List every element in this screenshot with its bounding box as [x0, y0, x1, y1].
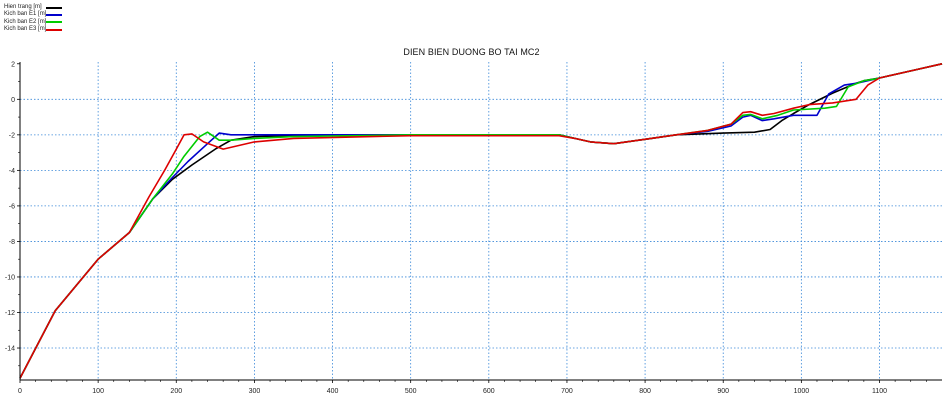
legend-swatch [46, 14, 62, 17]
legend-item-hien-trang: Hien trang [m] [4, 4, 62, 11]
x-tick-label: 600 [483, 388, 495, 395]
x-tick-label: 500 [405, 388, 417, 395]
chart-title: DIEN BIEN DUONG BO TAI MC2 [403, 47, 540, 57]
legend-swatch [46, 21, 62, 24]
y-tick-label: -8 [9, 239, 15, 246]
x-tick-label: 0 [18, 388, 22, 395]
legend-item-kich-ban-e3: Kich ban E3 [m] [4, 26, 62, 33]
chart-legend: Hien trang [m] Kich ban E1 [m] Kich ban … [4, 4, 62, 34]
y-tick-label: -12 [5, 310, 15, 317]
legend-item-kich-ban-e2: Kich ban E2 [m] [4, 19, 62, 26]
legend-label: Kich ban E2 [m] [4, 18, 47, 25]
x-tick-label: 100 [92, 388, 104, 395]
y-tick-label: -14 [5, 346, 15, 353]
series-lines [19, 63, 943, 379]
legend-label: Kich ban E3 [m] [4, 26, 47, 33]
x-tick-label: 800 [639, 388, 651, 395]
x-tick-label: 700 [561, 388, 573, 395]
legend-label: Hien trang [m] [4, 4, 42, 10]
x-tick-label: 400 [327, 388, 339, 395]
x-tick-label: 300 [249, 388, 261, 395]
legend-swatch [46, 28, 62, 31]
x-tick-label: 1000 [794, 388, 810, 395]
y-tick-label: -4 [9, 168, 15, 175]
legend-label: Kich ban E1 [m] [4, 11, 47, 18]
series-line-kich-ban-e2 [19, 63, 943, 379]
legend-item-kich-ban-e1: Kich ban E1 [m] [4, 11, 62, 18]
x-tick-label: 1100 [872, 388, 887, 395]
y-tick-label: -6 [9, 203, 15, 210]
y-tick-label: 0 [11, 97, 15, 104]
y-tick-label: -10 [5, 274, 15, 281]
y-tick-label: 2 [11, 61, 15, 68]
series-line-kich-ban-e1 [19, 63, 943, 379]
y-tick-label: -2 [9, 132, 15, 139]
x-tick-label: 900 [717, 388, 729, 395]
axes: 0 100 200 300 400 500 600 700 800 900 1000 1100 2 0 -2… [5, 61, 942, 395]
series-line-hien-trang [19, 63, 943, 379]
x-tick-label: 200 [170, 388, 182, 395]
series-line-kich-ban-e3 [19, 63, 943, 379]
legend-swatch [46, 6, 62, 9]
